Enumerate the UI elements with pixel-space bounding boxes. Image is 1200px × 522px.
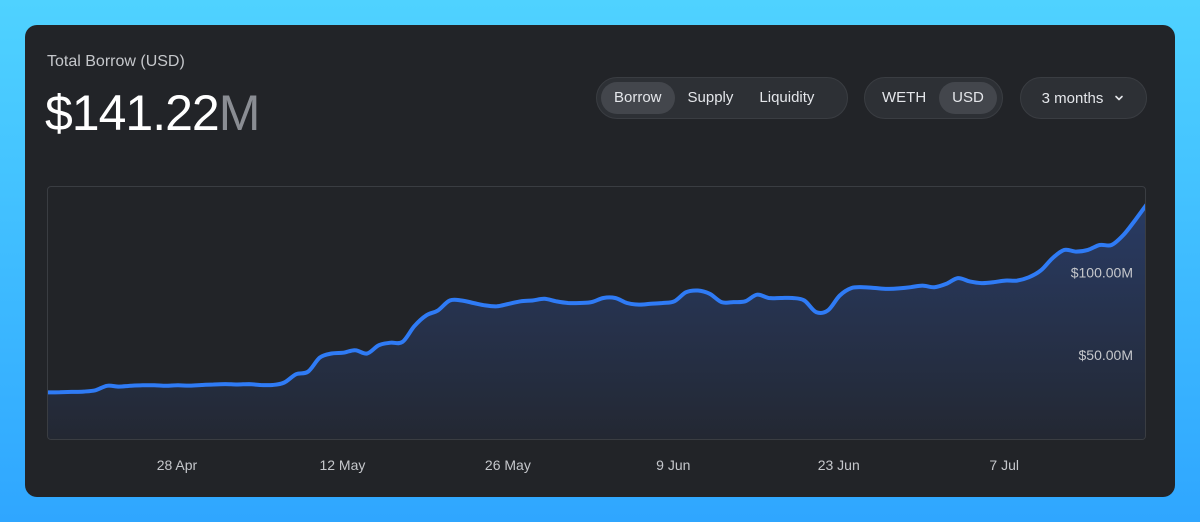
x-axis: 28 Apr 12 May 26 May 9 Jun 23 Jun 7 Jul	[157, 457, 1019, 473]
total-value: $141.22M	[45, 85, 261, 141]
supply-tab[interactable]: Supply	[687, 89, 734, 106]
y-tick-label: $50.00M	[1079, 347, 1133, 363]
x-tick-label: 23 Jun	[818, 457, 860, 473]
metric-label: Total Borrow (USD)	[47, 53, 185, 70]
x-tick-label: 26 May	[485, 457, 531, 473]
x-tick-label: 28 Apr	[157, 457, 198, 473]
series-line	[48, 203, 1145, 395]
liquidity-tab[interactable]: Liquidity	[759, 89, 815, 106]
period-label: 3 months	[1041, 89, 1104, 107]
x-tick-label: 7 Jul	[989, 457, 1019, 473]
period-dropdown[interactable]: 3 months	[1020, 77, 1147, 119]
metric-toggle-group: Borrow Supply Liquidity	[596, 77, 848, 119]
usd-tab[interactable]: USD	[939, 82, 997, 114]
x-tick-label: 12 May	[319, 457, 365, 473]
chart-area: $50.00M $100.00M	[47, 186, 1146, 440]
chevron-down-icon	[1115, 95, 1124, 101]
series-area-fill	[48, 206, 1145, 439]
borrow-area-chart: $50.00M $100.00M	[48, 203, 1145, 439]
weth-tab[interactable]: WETH	[882, 89, 927, 106]
borrow-tab[interactable]: Borrow	[601, 82, 675, 114]
unit-toggle-group: WETH USD	[864, 77, 1003, 119]
x-tick-label: 9 Jun	[656, 457, 690, 473]
total-value-amount: $141.22	[45, 85, 220, 141]
total-borrow-card: Total Borrow (USD) $141.22M Borrow Suppl…	[25, 25, 1175, 497]
total-value-suffix: M	[218, 85, 261, 141]
y-tick-label: $100.00M	[1071, 264, 1133, 280]
